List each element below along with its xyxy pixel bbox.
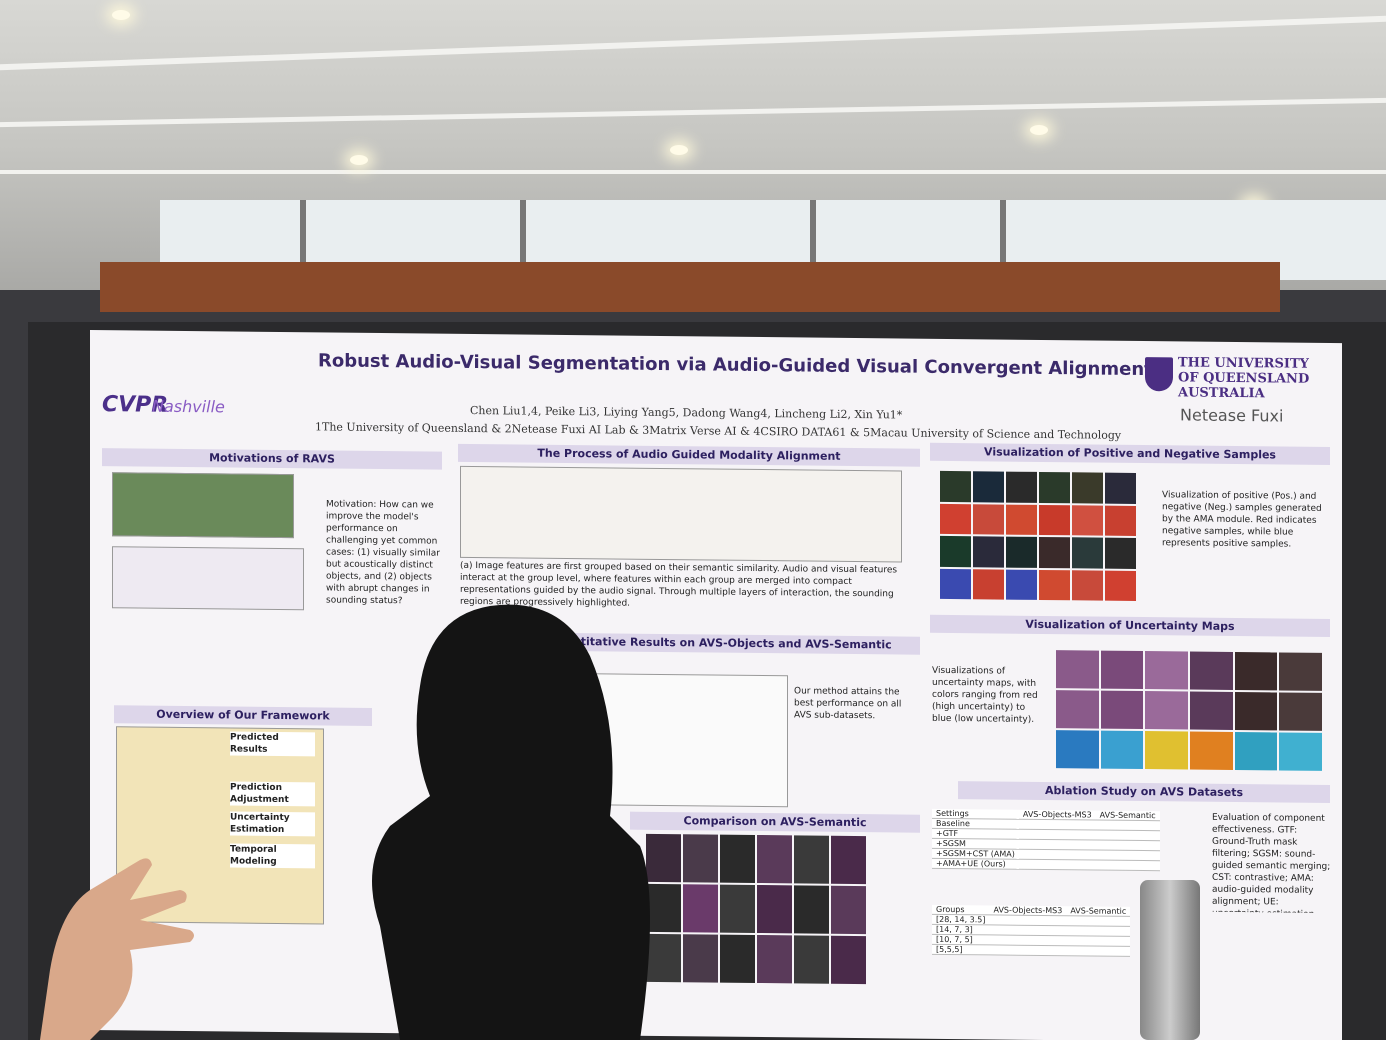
ceiling-light xyxy=(112,10,130,20)
section-pos-neg: Visualization of Positive and Negative S… xyxy=(930,442,1330,465)
ablation-row: +AMA+UE (Ours) xyxy=(932,858,1019,870)
window-mullion xyxy=(1000,200,1006,280)
poster-title: Robust Audio-Visual Segmentation via Aud… xyxy=(318,350,1153,381)
poster-affiliations: 1The University of Queensland & 2Netease… xyxy=(315,420,1122,442)
poster-authors: Chen Liu1,4, Peike Li3, Liying Yang5, Da… xyxy=(470,403,903,422)
ceiling-beam xyxy=(0,170,1386,174)
section-process: The Process of Audio Guided Modality Ali… xyxy=(458,443,920,467)
person-silhouette xyxy=(372,604,650,1040)
ablation-row: Baseline xyxy=(932,818,1019,830)
group-head: AVS-Objects-MS3 xyxy=(989,905,1067,916)
comparison-grid xyxy=(646,833,866,985)
ablation-head: AVS-Objects-MS3 xyxy=(1018,809,1096,821)
uq-crest-icon xyxy=(1145,357,1173,392)
group-head: Groups xyxy=(932,904,990,915)
framework-box-1: Predicted Results xyxy=(230,731,315,757)
group-table: Groups AVS-Objects-MS3 AVS-Semantic [28, 1… xyxy=(932,904,1131,957)
cvpr-logo-sub: Nashville xyxy=(152,396,225,417)
window-mullion xyxy=(810,200,816,280)
section-motivations: Motivations of RAVS xyxy=(102,448,442,470)
fuxi-logo: Netease Fuxi xyxy=(1180,405,1284,426)
quant-note: Our method attains the best performance … xyxy=(794,686,902,722)
ceiling-light xyxy=(350,155,368,165)
group-row: [14, 7, 3] xyxy=(932,924,990,935)
process-figure xyxy=(460,465,902,563)
motivation-diagram xyxy=(112,546,304,611)
group-row: [10, 7, 5] xyxy=(932,934,990,945)
framework-box-4: Temporal Modeling xyxy=(230,843,315,869)
motivation-figure xyxy=(112,472,294,539)
ceiling-light xyxy=(670,145,688,155)
pos-neg-grid xyxy=(940,470,1136,601)
framework-box-2: Prediction Adjustment xyxy=(230,781,315,807)
ablation-head: AVS-Semantic xyxy=(1095,810,1160,821)
ablation-table: Settings AVS-Objects-MS3 AVS-Semantic Base… xyxy=(932,808,1160,872)
uncertainty-grid xyxy=(1056,650,1322,771)
section-ablation: Ablation Study on AVS Datasets xyxy=(958,781,1330,803)
section-uncertainty: Visualization of Uncertainty Maps xyxy=(930,614,1330,637)
framework-box-3: Uncertainty Estimation xyxy=(230,811,315,837)
group-head: AVS-Semantic xyxy=(1066,906,1131,917)
window-mullion xyxy=(520,200,526,280)
ablation-head: Settings xyxy=(932,808,1019,820)
group-row: [28, 14, 3.5] xyxy=(932,914,990,925)
ablation-text: Evaluation of component effectiveness. G… xyxy=(1212,812,1331,913)
section-comparison: Comparison on AVS-Semantic xyxy=(630,811,920,833)
hand xyxy=(40,858,194,1040)
ablation-row: +GTF xyxy=(932,828,1019,840)
window-mullion xyxy=(300,200,306,280)
wood-wall xyxy=(100,262,1280,312)
ceiling-light xyxy=(1030,125,1048,135)
uq-logo: THE UNIVERSITY OF QUEENSLAND AUSTRALIA xyxy=(1178,355,1310,402)
ablation-row: +SGSM xyxy=(932,838,1019,850)
uncertainty-text: Visualizations of uncertainty maps, with… xyxy=(932,665,1038,725)
ablation-row: +SGSM+CST (AMA) xyxy=(932,848,1019,860)
pos-neg-text: Visualization of positive (Pos.) and neg… xyxy=(1162,490,1322,550)
water-bottle xyxy=(1140,880,1200,1040)
group-row: [5,5,5] xyxy=(932,944,990,955)
